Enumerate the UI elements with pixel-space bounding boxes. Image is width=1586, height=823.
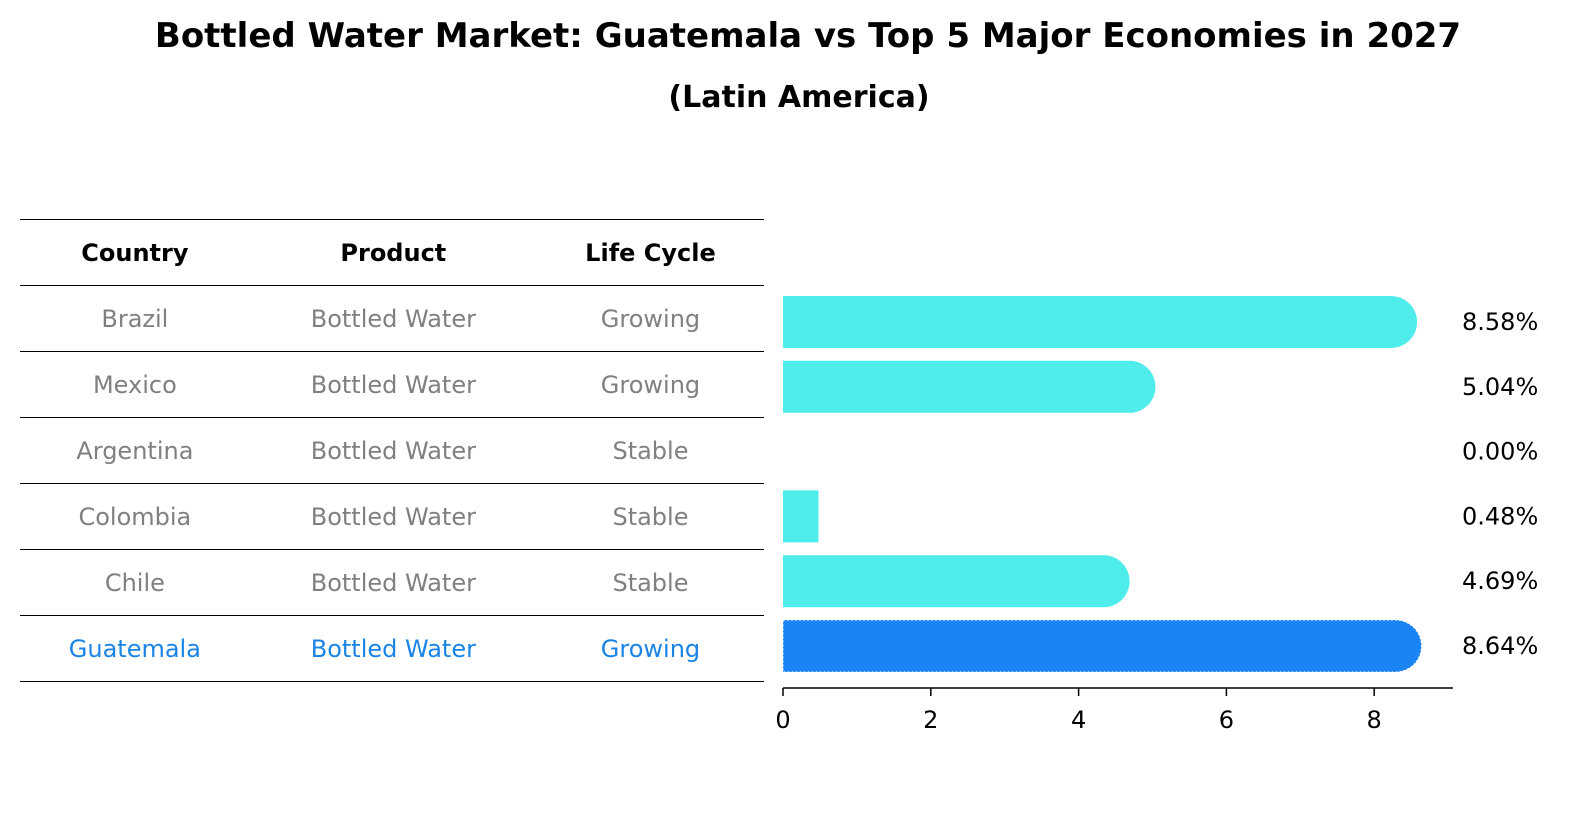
market-table: Country Product Life Cycle Brazil Bottle… bbox=[20, 219, 764, 682]
header-product: Product bbox=[249, 219, 537, 286]
value-label-brazil: 8.58% bbox=[1462, 308, 1538, 336]
table-row: Argentina Bottled Water Stable bbox=[20, 417, 764, 484]
cell-product: Bottled Water bbox=[249, 483, 537, 550]
bar-guatemala bbox=[782, 619, 1422, 673]
x-tick-label: 0 bbox=[775, 706, 790, 734]
cell-country: Colombia bbox=[20, 483, 250, 550]
table-row: Chile Bottled Water Stable bbox=[20, 549, 764, 616]
x-tick-label: 8 bbox=[1367, 706, 1382, 734]
chart-subtitle: (Latin America) bbox=[668, 80, 930, 115]
value-label-mexico: 5.04% bbox=[1462, 373, 1538, 401]
cell-life-cycle: Stable bbox=[536, 417, 764, 484]
table-header-row: Country Product Life Cycle bbox=[20, 219, 764, 286]
cell-country: Guatemala bbox=[20, 615, 250, 682]
cell-life-cycle: Stable bbox=[536, 549, 764, 616]
cell-product: Bottled Water bbox=[249, 351, 537, 418]
table-row: Brazil Bottled Water Growing bbox=[20, 285, 764, 352]
cell-product: Bottled Water bbox=[249, 615, 537, 682]
x-tick-label: 4 bbox=[1071, 706, 1086, 734]
cell-country: Chile bbox=[20, 549, 250, 616]
cell-product: Bottled Water bbox=[249, 417, 537, 484]
cell-product: Bottled Water bbox=[249, 549, 537, 616]
table-row: Colombia Bottled Water Stable bbox=[20, 483, 764, 550]
header-life-cycle: Life Cycle bbox=[536, 219, 764, 286]
cell-life-cycle: Growing bbox=[536, 285, 764, 352]
value-label-chile: 4.69% bbox=[1462, 567, 1538, 595]
cell-country: Argentina bbox=[20, 417, 250, 484]
header-country: Country bbox=[20, 219, 250, 286]
table-row: Mexico Bottled Water Growing bbox=[20, 351, 764, 418]
cell-country: Mexico bbox=[20, 351, 250, 418]
bar-chile bbox=[783, 555, 1130, 608]
bar-colombia bbox=[783, 490, 819, 543]
bar-brazil bbox=[783, 296, 1418, 348]
value-label-guatemala: 8.64% bbox=[1462, 632, 1538, 660]
chart-title: Bottled Water Market: Guatemala vs Top 5… bbox=[154, 16, 1462, 56]
bar-mexico bbox=[783, 360, 1156, 413]
cell-country: Brazil bbox=[20, 285, 250, 352]
cell-product: Bottled Water bbox=[249, 285, 537, 352]
x-tick-label: 2 bbox=[923, 706, 938, 734]
value-label-colombia: 0.48% bbox=[1462, 502, 1538, 530]
cell-life-cycle: Growing bbox=[536, 615, 764, 682]
x-tick-label: 6 bbox=[1219, 706, 1234, 734]
cell-life-cycle: Growing bbox=[536, 351, 764, 418]
value-label-argentina: 0.00% bbox=[1462, 438, 1538, 466]
cell-life-cycle: Stable bbox=[536, 483, 764, 550]
table-row-highlight: Guatemala Bottled Water Growing bbox=[20, 615, 764, 682]
